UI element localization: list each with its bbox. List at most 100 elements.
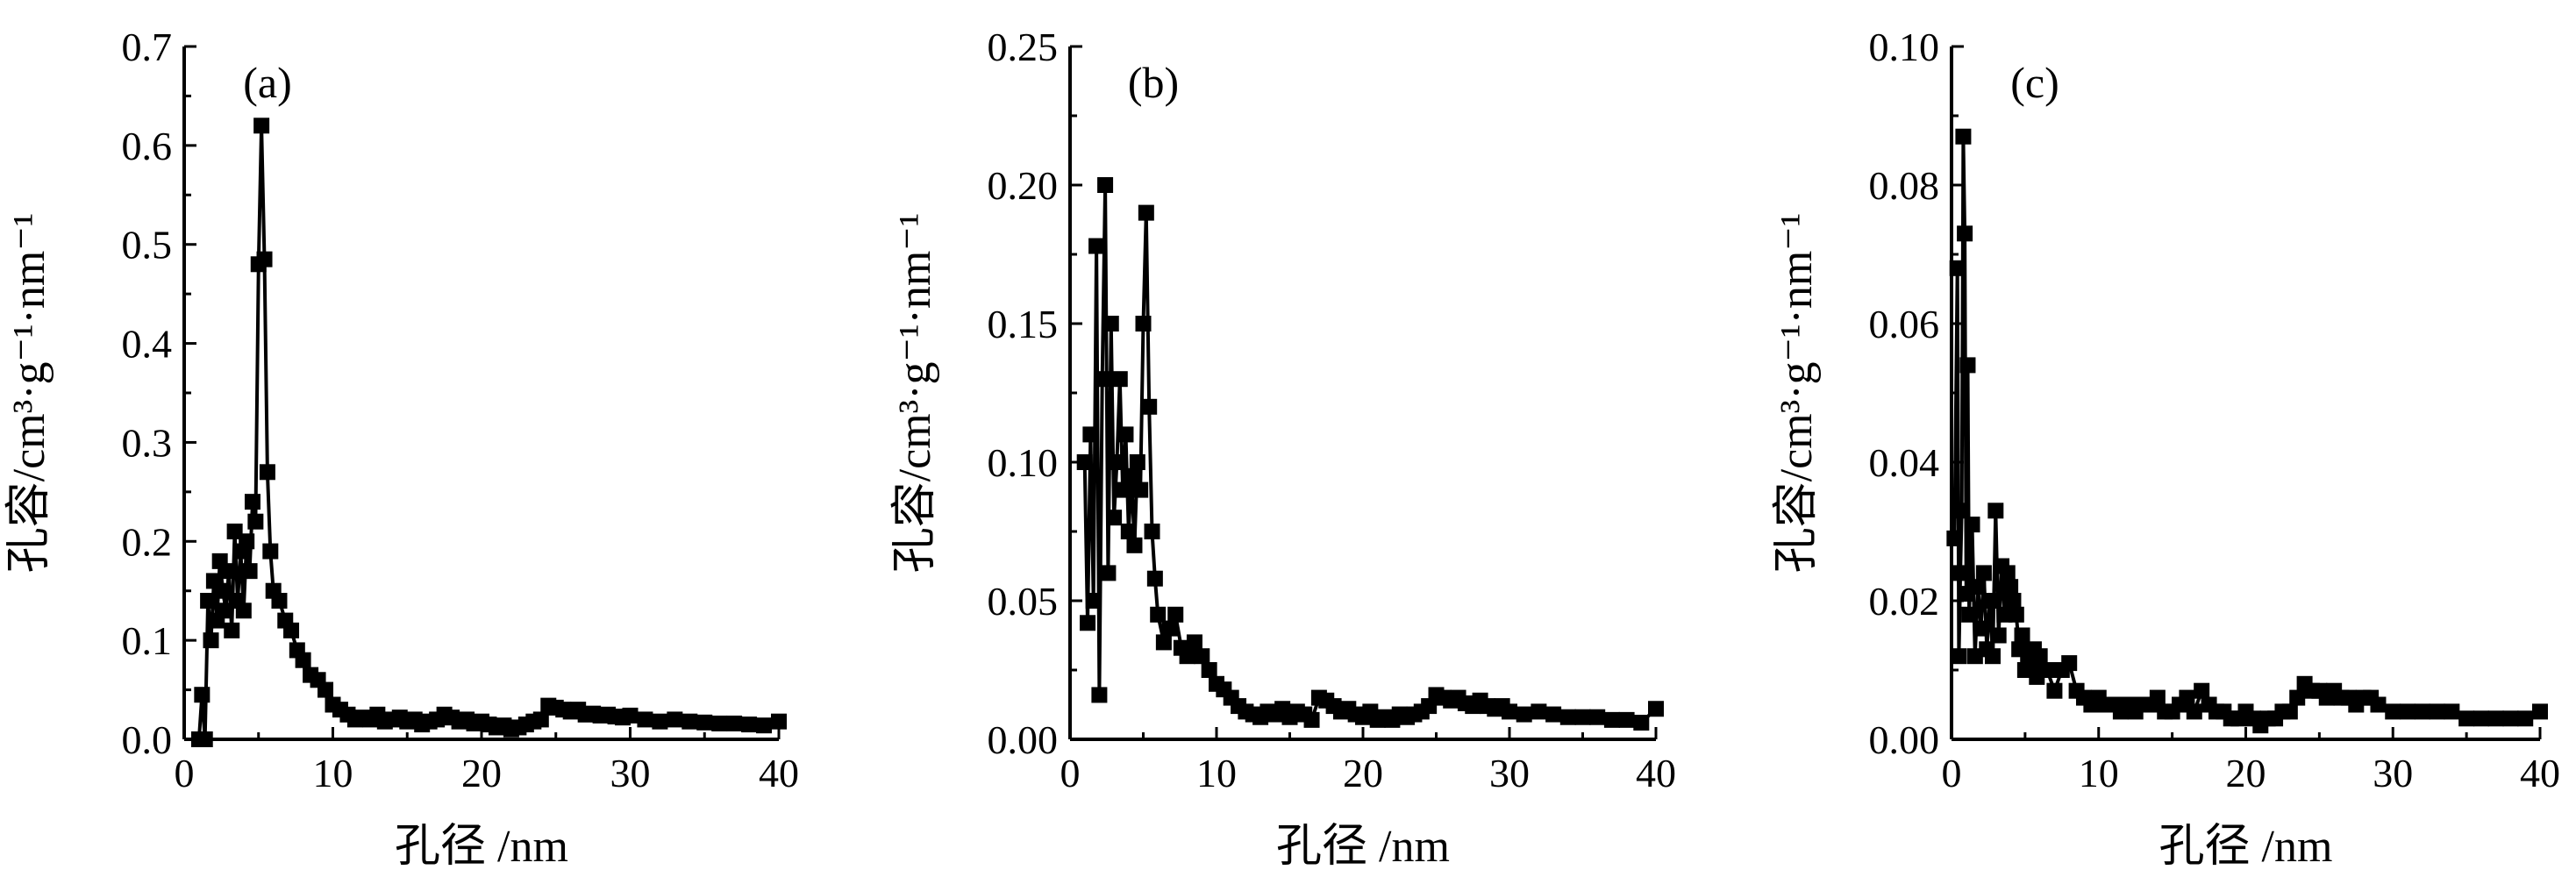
data-point (239, 533, 255, 550)
data-point (1984, 648, 2001, 665)
data-point (1111, 371, 1128, 388)
data-point (2194, 682, 2210, 699)
data-point (247, 513, 264, 530)
y-tick-label: 0.04 (1869, 440, 1940, 485)
data-point (1097, 177, 1114, 193)
data-point (1126, 537, 1143, 553)
data-point (1088, 238, 1105, 254)
data-point (1946, 530, 1963, 546)
data-point (2179, 689, 2195, 706)
data-point (1146, 570, 1163, 587)
data-point (2400, 703, 2416, 720)
data-point (253, 118, 270, 134)
data-point (1115, 481, 1131, 498)
data-point (2149, 689, 2166, 706)
chart-panel-a: 0 10 20 30 40 0.0 0.1 0.2 0.3 0.4 0.5 0.6 0.7 孔径 /nm 孔… (4, 25, 799, 872)
data-point (2186, 703, 2202, 720)
data-point (1574, 709, 1591, 725)
data-point (1987, 503, 2004, 519)
x-tick-label: 10 (2079, 751, 2119, 795)
data-point (2008, 606, 2024, 623)
y-tick-label: 0.4 (122, 322, 173, 367)
data-point (1155, 634, 1172, 651)
data-point (2002, 579, 2019, 595)
y-tick-label: 0.2 (122, 519, 173, 564)
data-point (226, 524, 243, 539)
y-axis-label: 孔容/cm³·g⁻¹·nm⁻¹ (4, 213, 54, 574)
y-tick-label: 0.25 (988, 25, 1059, 69)
data-point (2532, 703, 2548, 720)
data-point (1559, 709, 1576, 725)
data-point (196, 731, 213, 747)
y-tick-label: 0.10 (988, 440, 1059, 485)
data-point (1100, 565, 1117, 581)
data-point (637, 711, 653, 728)
data-point (1124, 467, 1140, 484)
chart-panel-c: 0 10 20 30 40 0.00 0.02 0.04 0.06 0.08 0.10 孔径 /nm 孔… (1772, 25, 2560, 872)
data-point (771, 713, 787, 730)
data-point (2014, 627, 2030, 644)
data-point (2039, 662, 2056, 678)
data-point (2031, 648, 2048, 665)
data-point (1109, 454, 1125, 470)
y-tick-label: 0.15 (988, 302, 1059, 346)
y-axis-label: 孔容/cm³·g⁻¹·nm⁻¹ (890, 213, 940, 574)
y-tick-label: 0.3 (122, 420, 173, 465)
x-tick-label: 0 (1060, 751, 1081, 795)
data-point (1633, 715, 1650, 731)
data-point (622, 707, 639, 724)
y-tick-label: 0.05 (988, 579, 1059, 624)
data-point (2370, 696, 2387, 713)
data-point (203, 632, 219, 649)
x-tick-label: 0 (1942, 751, 1962, 795)
data-point (1186, 634, 1202, 651)
x-tick-label: 10 (313, 751, 353, 795)
data-point (1957, 225, 1973, 242)
data-point (1951, 648, 1967, 665)
data-point (741, 717, 758, 733)
data-point (1955, 128, 1972, 145)
y-tick-label: 0.02 (1869, 579, 1940, 624)
series-line (1952, 134, 2541, 728)
data-point (1102, 316, 1119, 332)
data-point (696, 714, 713, 731)
data-point (200, 593, 217, 609)
data-point (1132, 481, 1149, 498)
y-tick-label: 0.20 (988, 163, 1059, 208)
data-point (1144, 524, 1160, 539)
panel-label-a: (a) (243, 58, 292, 107)
x-tick-label: 20 (461, 751, 502, 795)
data-point (756, 717, 773, 734)
data-point (2444, 703, 2460, 720)
data-point (1150, 606, 1167, 623)
x-axis-label: 孔径 /nm (2159, 822, 2333, 872)
data-point (1106, 510, 1123, 526)
data-point (1516, 706, 1532, 723)
x-axis-label: 孔径 /nm (395, 822, 568, 872)
x-tick-label: 30 (610, 751, 651, 795)
data-point (194, 687, 211, 703)
data-point (1973, 620, 1989, 637)
data-point (244, 494, 260, 510)
data-point (1648, 701, 1664, 717)
data-point (235, 602, 252, 619)
x-axis-label: 孔径 /nm (1276, 822, 1450, 872)
y-tick-label: 0.1 (122, 618, 173, 663)
data-point (2281, 703, 2298, 720)
data-point (1589, 709, 1606, 725)
data-point (271, 593, 288, 609)
data-point (1618, 711, 1635, 728)
data-point (1953, 503, 1970, 519)
data-point (1502, 703, 1517, 720)
data-point (667, 711, 683, 728)
data-point (241, 563, 258, 580)
chart-panel-b: 0 10 20 30 40 0.00 0.05 0.10 0.15 0.20 0.25 孔径 /nm 孔… (890, 25, 1676, 872)
data-point (2414, 703, 2430, 720)
data-point (1201, 662, 1217, 678)
data-point (1138, 204, 1154, 221)
data-point (1167, 606, 1184, 623)
y-tick-label: 0.6 (122, 124, 173, 168)
y-tick-label: 0.00 (988, 717, 1059, 762)
data-point (256, 251, 273, 267)
data-point (1082, 426, 1099, 443)
